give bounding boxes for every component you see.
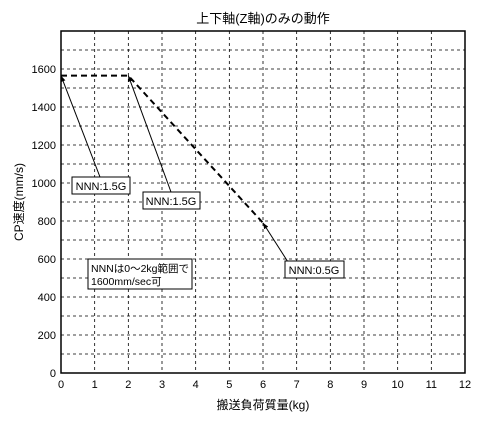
x-axis-label: 搬送負荷質量(kg) [217,397,310,412]
y-tick-label: 800 [38,216,56,228]
note-box: NNNは0～2kg範囲で 1600mm/sec可 [87,258,193,290]
note-line: 1600mm/sec可 [91,276,162,288]
annotation-label: NNN:1.5G [146,196,197,208]
x-tick-label: 7 [294,379,300,391]
annotation-layer: NNN:1.5G NNN:1.5G NNN:0.5G [60,75,345,279]
y-tick-label: 1400 [32,102,56,114]
annotation-arrow [262,222,289,263]
y-tick-label: 1200 [32,140,56,152]
series-line [61,74,264,224]
x-tick-label: 4 [193,379,199,391]
y-tick-label: 1000 [32,178,56,190]
x-tick-label: 8 [327,379,333,391]
grid [61,31,465,373]
x-tick-label: 11 [426,379,437,391]
y-tick-label: 0 [50,368,56,380]
x-tick-label: 5 [226,379,232,391]
chart-title: 上下軸(Z軸)のみの動作 [196,11,330,26]
annotation-label: NNN:0.5G [289,265,340,277]
annotation-box [71,176,131,195]
y-tick-label: 400 [38,292,56,304]
plot-frame [60,30,466,374]
x-tick-label: 6 [260,379,266,391]
annotation-label: NNN:1.5G [76,181,127,193]
x-tick-label: 0 [58,379,64,391]
y-tick-label: 600 [38,254,56,266]
x-axis-ticks: 0 1 2 3 4 5 6 7 8 9 10 11 12 [58,379,471,391]
annotation-arrow [127,75,172,193]
x-tick-label: 1 [92,379,98,391]
x-tick-label: 3 [159,379,165,391]
y-axis-label: CP速度(mm/s) [11,163,26,241]
annotation-arrow [60,75,101,178]
x-tick-label: 10 [392,379,404,391]
annotation-box [284,260,345,279]
y-axis-ticks: 0 200 400 600 800 1000 1200 1400 1600 [32,64,56,380]
x-tick-label: 2 [125,379,131,391]
note-line: NNNは0～2kg範囲で [91,262,189,275]
y-tick-label: 200 [38,330,56,342]
y-tick-label: 1600 [32,64,56,76]
series-layer [61,74,264,224]
x-tick-label: 12 [459,379,471,391]
note-box-frame [87,258,193,290]
annotation-box [142,191,201,210]
x-tick-label: 9 [361,379,367,391]
